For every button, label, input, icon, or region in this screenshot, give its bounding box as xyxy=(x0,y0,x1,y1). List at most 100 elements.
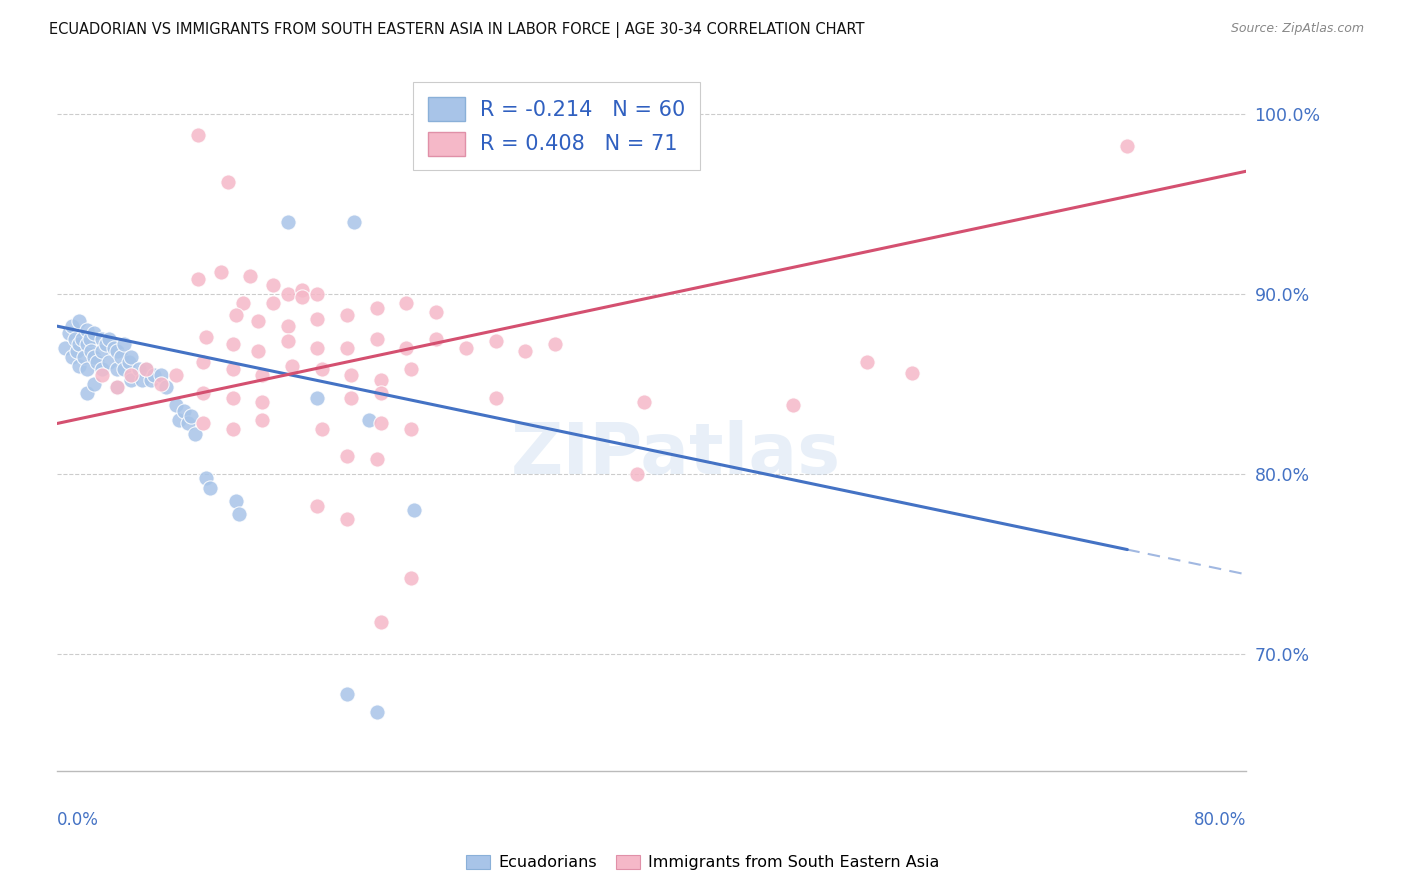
Point xyxy=(155,380,177,394)
Point xyxy=(98,355,121,369)
Point xyxy=(167,413,190,427)
Point xyxy=(395,341,418,355)
Point xyxy=(336,449,359,463)
Point xyxy=(194,330,217,344)
Point xyxy=(225,309,247,323)
Point xyxy=(485,334,508,348)
Point xyxy=(277,215,299,229)
Point xyxy=(307,312,329,326)
Point xyxy=(60,350,83,364)
Point xyxy=(311,422,333,436)
Point xyxy=(246,344,269,359)
Point xyxy=(336,309,359,323)
Point xyxy=(307,286,329,301)
Point xyxy=(135,362,157,376)
Point xyxy=(135,362,157,376)
Point xyxy=(262,295,284,310)
Point xyxy=(191,355,214,369)
Point xyxy=(72,332,94,346)
Point xyxy=(252,394,274,409)
Point xyxy=(217,175,239,189)
Point xyxy=(262,277,284,292)
Point xyxy=(112,337,135,351)
Point xyxy=(370,373,392,387)
Point xyxy=(221,391,243,405)
Point xyxy=(86,355,108,369)
Point xyxy=(370,385,392,400)
Point xyxy=(366,332,388,346)
Point xyxy=(633,394,655,409)
Point xyxy=(370,417,392,431)
Point xyxy=(370,615,392,629)
Point xyxy=(177,417,200,431)
Point xyxy=(399,571,422,585)
Point xyxy=(209,265,232,279)
Point xyxy=(191,385,214,400)
Point xyxy=(340,391,363,405)
Point xyxy=(281,359,304,373)
Point xyxy=(117,355,139,369)
Point xyxy=(150,368,173,382)
Point xyxy=(98,332,121,346)
Legend: Ecuadorians, Immigrants from South Eastern Asia: Ecuadorians, Immigrants from South Easte… xyxy=(460,848,946,877)
Point xyxy=(399,422,422,436)
Point xyxy=(80,344,103,359)
Point xyxy=(69,359,91,373)
Point xyxy=(200,481,222,495)
Point xyxy=(69,314,91,328)
Point xyxy=(105,380,128,394)
Point xyxy=(366,705,388,719)
Point xyxy=(90,362,112,376)
Point xyxy=(69,337,91,351)
Point xyxy=(544,337,567,351)
Point xyxy=(184,427,207,442)
Point xyxy=(76,362,98,376)
Point xyxy=(58,326,80,341)
Point xyxy=(336,512,359,526)
Point xyxy=(454,341,477,355)
Point xyxy=(336,687,359,701)
Point xyxy=(856,355,879,369)
Point xyxy=(191,417,214,431)
Text: 0.0%: 0.0% xyxy=(58,811,98,829)
Point xyxy=(121,373,143,387)
Point xyxy=(307,391,329,405)
Point xyxy=(277,334,299,348)
Point xyxy=(626,467,648,481)
Point xyxy=(228,507,250,521)
Point xyxy=(291,283,314,297)
Point xyxy=(1116,139,1139,153)
Point xyxy=(131,373,153,387)
Point xyxy=(79,332,101,346)
Text: 80.0%: 80.0% xyxy=(1194,811,1246,829)
Point xyxy=(194,470,217,484)
Point xyxy=(221,422,243,436)
Point xyxy=(90,332,112,346)
Point xyxy=(83,376,105,391)
Point xyxy=(340,368,363,382)
Point xyxy=(515,344,537,359)
Point xyxy=(307,500,329,514)
Text: ECUADORIAN VS IMMIGRANTS FROM SOUTH EASTERN ASIA IN LABOR FORCE | AGE 30-34 CORR: ECUADORIAN VS IMMIGRANTS FROM SOUTH EAST… xyxy=(49,22,865,38)
Point xyxy=(76,385,98,400)
Point xyxy=(90,344,112,359)
Point xyxy=(83,350,105,364)
Point xyxy=(96,337,118,351)
Point xyxy=(150,376,173,391)
Point xyxy=(252,368,274,382)
Point xyxy=(83,326,105,341)
Point xyxy=(901,366,924,380)
Point xyxy=(311,362,333,376)
Point xyxy=(139,373,162,387)
Point xyxy=(142,368,165,382)
Point xyxy=(782,399,804,413)
Point xyxy=(246,314,269,328)
Point xyxy=(277,286,299,301)
Point xyxy=(165,368,187,382)
Point xyxy=(105,380,128,394)
Point xyxy=(121,350,143,364)
Point xyxy=(359,413,381,427)
Point xyxy=(277,319,299,334)
Point xyxy=(225,494,247,508)
Point xyxy=(128,362,150,376)
